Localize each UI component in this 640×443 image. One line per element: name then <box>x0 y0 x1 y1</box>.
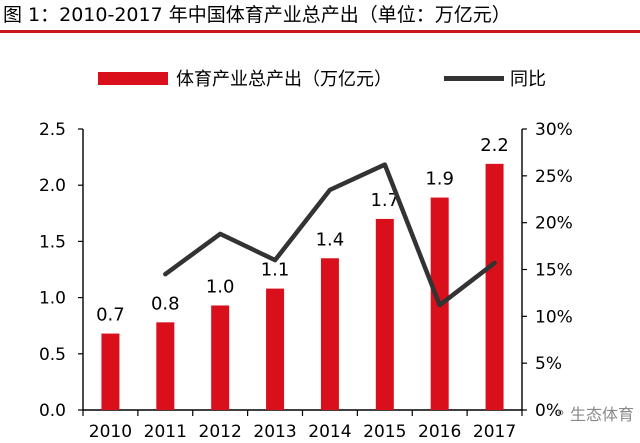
bar-output <box>101 333 120 410</box>
y-tick-label-right: 30% <box>535 120 573 140</box>
bar-data-label: 1.7 <box>370 190 399 211</box>
legend-label-output: 体育产业总产出（万亿元） <box>176 69 392 90</box>
x-tick-label: 2013 <box>253 422 296 442</box>
bar-data-label: 1.4 <box>316 229 345 250</box>
bar-data-label: 2.2 <box>480 135 509 156</box>
x-tick-label: 2016 <box>418 422 461 442</box>
bar-output <box>320 258 339 410</box>
y-tick-label-right: 15% <box>535 261 573 281</box>
line-yoy <box>163 162 497 308</box>
y-tick-label-left: 1.0 <box>39 289 66 309</box>
chart-legend: 体育产业总产出（万亿元） 同比 <box>98 66 598 90</box>
y-tick-label-right: 10% <box>535 307 573 327</box>
y-tick-label-right: 5% <box>535 354 562 374</box>
title-divider <box>0 30 640 33</box>
y-tick-label-right: 25% <box>535 167 573 187</box>
legend-item-output: 体育产业总产出（万亿元） <box>98 65 392 91</box>
bar-data-label: 0.7 <box>96 305 125 326</box>
bar-data-label: 1.9 <box>425 169 454 190</box>
legend-swatch-bar <box>98 71 168 85</box>
legend-swatch-line <box>444 75 504 81</box>
bar-data-label: 1.0 <box>206 276 235 297</box>
watermark-text: 生态体育 <box>569 405 634 424</box>
bar-output <box>266 288 285 410</box>
x-tick-label: 2014 <box>308 422 351 442</box>
y-tick-label-left: 0.5 <box>39 345 66 365</box>
y-tick-label-right: 0% <box>535 401 562 421</box>
bar-data-label: 1.1 <box>261 260 290 281</box>
x-tick-label: 2010 <box>89 422 132 442</box>
x-tick-label: 2012 <box>199 422 242 442</box>
y-tick-label-left: 0.0 <box>39 401 66 421</box>
legend-label-yoy: 同比 <box>510 69 546 90</box>
y-tick-label-left: 1.5 <box>39 232 66 252</box>
x-tick-label: 2015 <box>363 422 406 442</box>
y-tick-label-right: 20% <box>535 214 573 234</box>
bar-output <box>211 305 230 410</box>
x-tick-label: 2017 <box>473 422 516 442</box>
bar-output <box>375 218 394 410</box>
watermark: ⚬ 生态体育 <box>554 401 634 425</box>
x-tick-label: 2011 <box>144 422 187 442</box>
bar-output <box>156 322 175 410</box>
y-tick-label-left: 2.0 <box>39 176 66 196</box>
bar-data-label: 0.8 <box>151 293 180 314</box>
wechat-icon: ⚬ <box>554 404 567 422</box>
y-tick-label-left: 2.5 <box>39 120 66 140</box>
legend-item-yoy: 同比 <box>444 65 546 91</box>
bar-output <box>485 163 504 410</box>
figure-title: 图 1：2010-2017 年中国体育产业总产出（单位：万亿元） <box>3 4 511 26</box>
